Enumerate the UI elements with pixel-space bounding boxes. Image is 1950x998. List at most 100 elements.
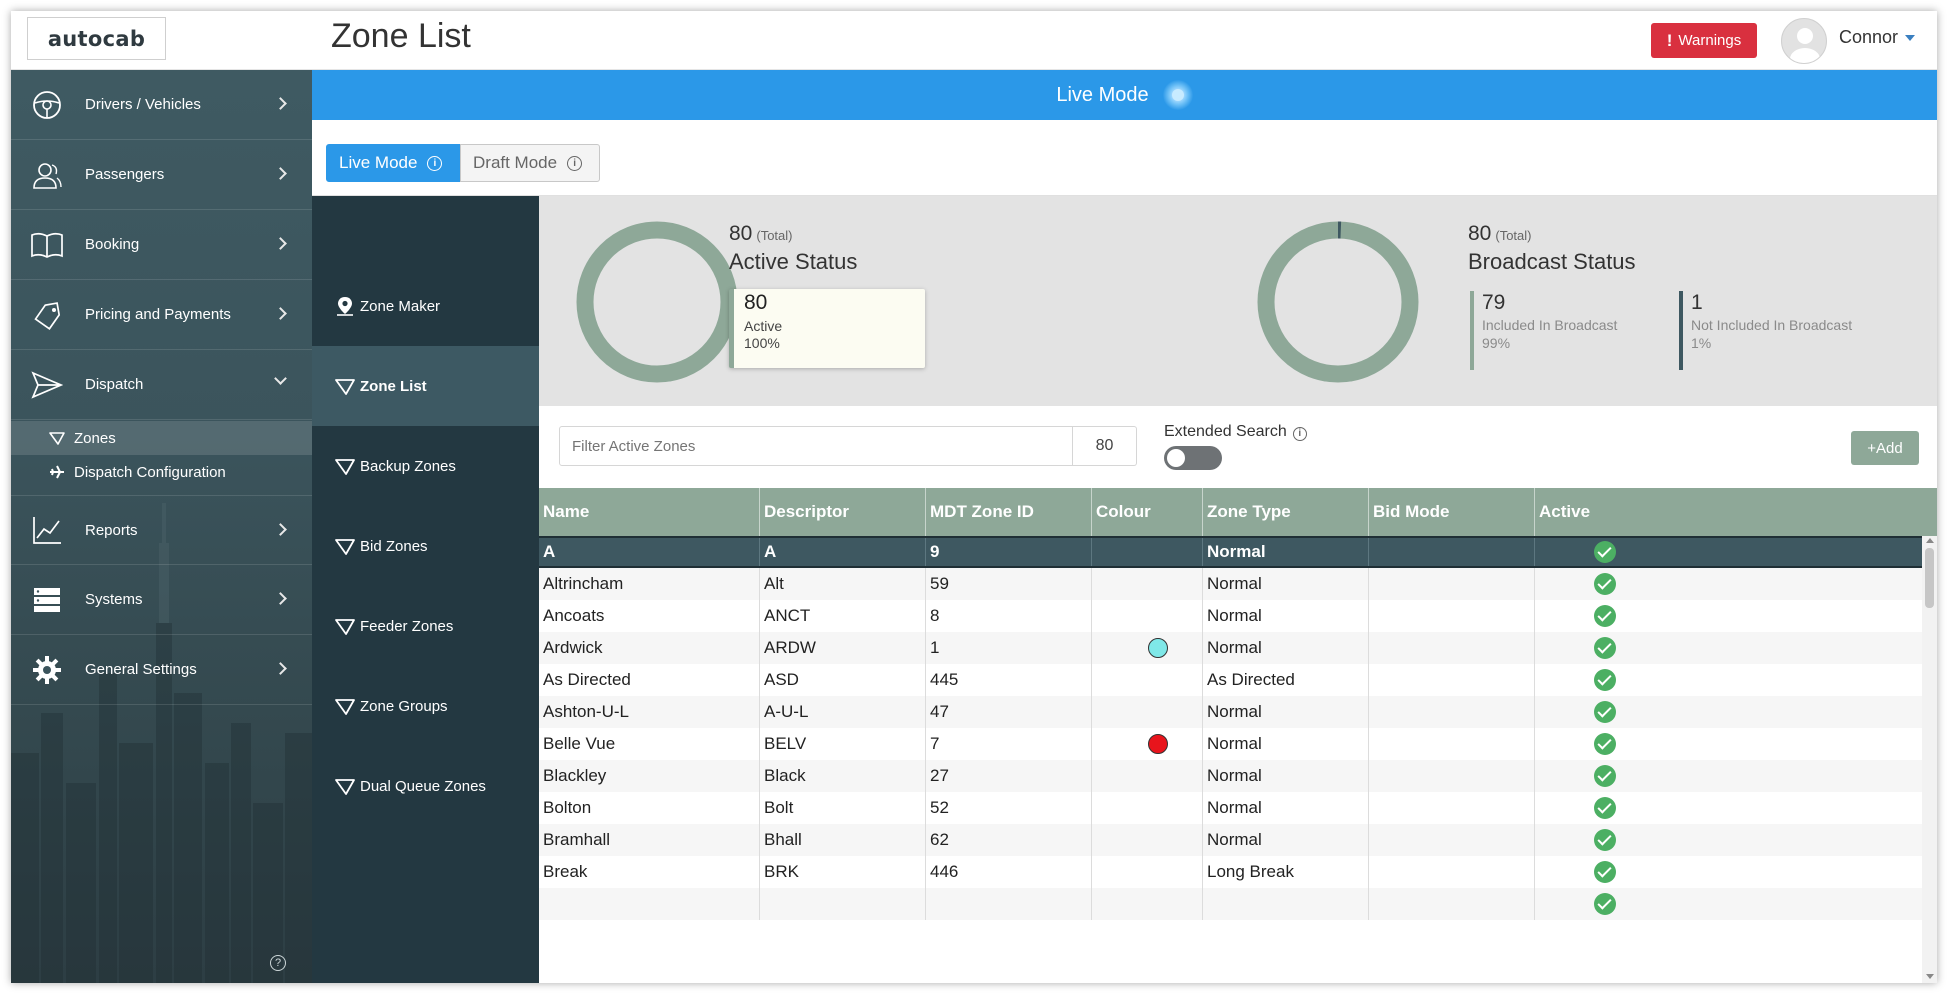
sidebar-item-pricing-payments[interactable]: Pricing and Payments <box>11 280 312 350</box>
tab-dual-queue-zones[interactable]: Dual Queue Zones <box>312 746 539 826</box>
info-icon[interactable]: i <box>567 155 583 171</box>
avatar[interactable] <box>1781 18 1827 64</box>
table-row[interactable] <box>539 888 1922 920</box>
main-sidebar: Drivers / Vehicles Passengers Booking Pr… <box>11 70 312 983</box>
sidebar-item-drivers-vehicles[interactable]: Drivers / Vehicles <box>11 70 312 140</box>
caret-down-icon[interactable] <box>1905 35 1915 41</box>
scroll-up-icon[interactable] <box>1926 538 1934 543</box>
table-row[interactable]: Bolton Bolt 52 Normal <box>539 792 1922 824</box>
included-label: Included In Broadcast <box>1482 317 1618 333</box>
zone-nav-label: Bid Zones <box>360 537 428 555</box>
column-header-mdt-zone-id[interactable]: MDT Zone ID <box>926 488 1092 536</box>
tab-zone-list[interactable]: Zone List <box>312 346 539 426</box>
table-row[interactable]: Belle Vue BELV 7 Normal <box>539 728 1922 760</box>
user-name[interactable]: Connor <box>1839 27 1899 47</box>
cell-type: Normal <box>1203 696 1369 728</box>
help-icon[interactable]: ? <box>270 955 286 971</box>
tab-zone-groups[interactable]: Zone Groups <box>312 666 539 746</box>
sidebar-item-reports[interactable]: Reports <box>11 495 312 565</box>
cell-type: Normal <box>1203 792 1369 824</box>
column-header-colour[interactable]: Colour <box>1092 488 1203 536</box>
active-count: 80 <box>744 291 768 314</box>
check-circle-icon <box>1594 637 1616 659</box>
cell-mdt: 47 <box>926 696 1092 728</box>
line-chart-icon <box>29 512 65 548</box>
table-row[interactable]: A A 9 Normal <box>539 536 1922 568</box>
not-included-percent: 1% <box>1691 335 1712 351</box>
add-zone-button[interactable]: + Add <box>1851 431 1919 465</box>
table-row[interactable]: Bramhall Bhall 62 Normal <box>539 824 1922 856</box>
cell-mdt: 62 <box>926 824 1092 856</box>
sidebar-item-label: Reports <box>85 521 138 539</box>
tab-zone-maker[interactable]: Zone Maker <box>312 266 539 346</box>
table-row[interactable]: Blackley Black 27 Normal <box>539 760 1922 792</box>
live-indicator-icon <box>1162 80 1193 110</box>
extended-search-toggle[interactable] <box>1164 446 1222 470</box>
broadcast-total: 80 (Total) <box>1468 222 1531 246</box>
cell-descriptor: A-U-L <box>760 696 926 728</box>
tab-backup-zones[interactable]: Backup Zones <box>312 426 539 506</box>
table-row[interactable]: Ancoats ANCT 8 Normal <box>539 600 1922 632</box>
sidebar-subitem-zones[interactable]: Zones <box>11 421 312 455</box>
page-title: Zone List <box>331 17 471 55</box>
cell-mdt: 9 <box>926 538 1092 566</box>
column-header-descriptor[interactable]: Descriptor <box>760 488 926 536</box>
table-row[interactable]: Break BRK 446 Long Break <box>539 856 1922 888</box>
included-percent: 99% <box>1482 335 1511 351</box>
tab-bid-zones[interactable]: Bid Zones <box>312 506 539 586</box>
table-row[interactable]: Ashton-U-L A-U-L 47 Normal <box>539 696 1922 728</box>
cell-bid <box>1369 888 1535 920</box>
table-row[interactable]: Ardwick ARDW 1 Normal <box>539 632 1922 664</box>
zone-nav-label: Zone Maker <box>360 297 441 315</box>
included-count: 79 <box>1482 291 1506 314</box>
cell-active <box>1535 728 1922 760</box>
sidebar-item-booking[interactable]: Booking <box>11 210 312 280</box>
column-header-bid-mode[interactable]: Bid Mode <box>1369 488 1535 536</box>
info-icon[interactable]: i <box>1292 426 1307 441</box>
table-scrollbar[interactable] <box>1922 536 1937 983</box>
zone-icon <box>335 459 355 475</box>
chevron-right-icon <box>274 523 287 536</box>
steering-wheel-icon <box>29 87 65 123</box>
active-total: 80 (Total) <box>729 222 792 246</box>
cell-bid <box>1369 728 1535 760</box>
live-mode-banner: Live Mode <box>312 70 1937 120</box>
filter-active-zones-input[interactable] <box>559 426 1073 466</box>
info-icon[interactable]: i <box>427 155 443 171</box>
tab-feeder-zones[interactable]: Feeder Zones <box>312 586 539 666</box>
sidebar-item-label: Booking <box>85 236 140 253</box>
cell-name: Bramhall <box>539 824 760 856</box>
cell-colour <box>1092 632 1203 664</box>
cell-colour <box>1092 792 1203 824</box>
scrollbar-thumb[interactable] <box>1925 548 1934 608</box>
cell-colour <box>1092 888 1203 920</box>
sidebar-subitem-dispatch-configuration[interactable]: Dispatch Configuration <box>11 455 312 489</box>
cell-type: Normal <box>1203 728 1369 760</box>
sidebar-item-general-settings[interactable]: General Settings <box>11 635 312 705</box>
sidebar-item-passengers[interactable]: Passengers <box>11 140 312 210</box>
avatar-head <box>1797 28 1813 44</box>
cell-bid <box>1369 664 1535 696</box>
zone-nav-label: Zone Groups <box>360 697 448 715</box>
sidebar-item-systems[interactable]: Systems <box>11 565 312 635</box>
cell-name: A <box>539 538 760 566</box>
warnings-button[interactable]: ! Warnings <box>1651 23 1757 58</box>
cell-descriptor: BELV <box>760 728 926 760</box>
broadcast-total-suffix: (Total) <box>1495 228 1532 243</box>
scroll-down-icon[interactable] <box>1926 974 1934 979</box>
add-label: Add <box>1876 439 1903 457</box>
cell-mdt: 446 <box>926 856 1092 888</box>
table-row[interactable]: Altrincham Alt 59 Normal <box>539 568 1922 600</box>
sidebar-item-dispatch[interactable]: Dispatch <box>11 350 312 420</box>
column-header-zone-type[interactable]: Zone Type <box>1203 488 1369 536</box>
cell-descriptor: ASD <box>760 664 926 696</box>
live-mode-button[interactable]: Live Mode i <box>326 144 460 182</box>
cell-active <box>1535 664 1922 696</box>
autocab-logo[interactable]: autocab <box>27 17 166 60</box>
column-header-name[interactable]: Name <box>539 488 760 536</box>
zone-table: Name Descriptor MDT Zone ID Colour Zone … <box>539 488 1937 983</box>
column-header-active[interactable]: Active <box>1539 502 1591 521</box>
draft-mode-button[interactable]: Draft Mode i <box>460 144 600 182</box>
table-row[interactable]: As Directed ASD 445 As Directed <box>539 664 1922 696</box>
cell-bid <box>1369 792 1535 824</box>
